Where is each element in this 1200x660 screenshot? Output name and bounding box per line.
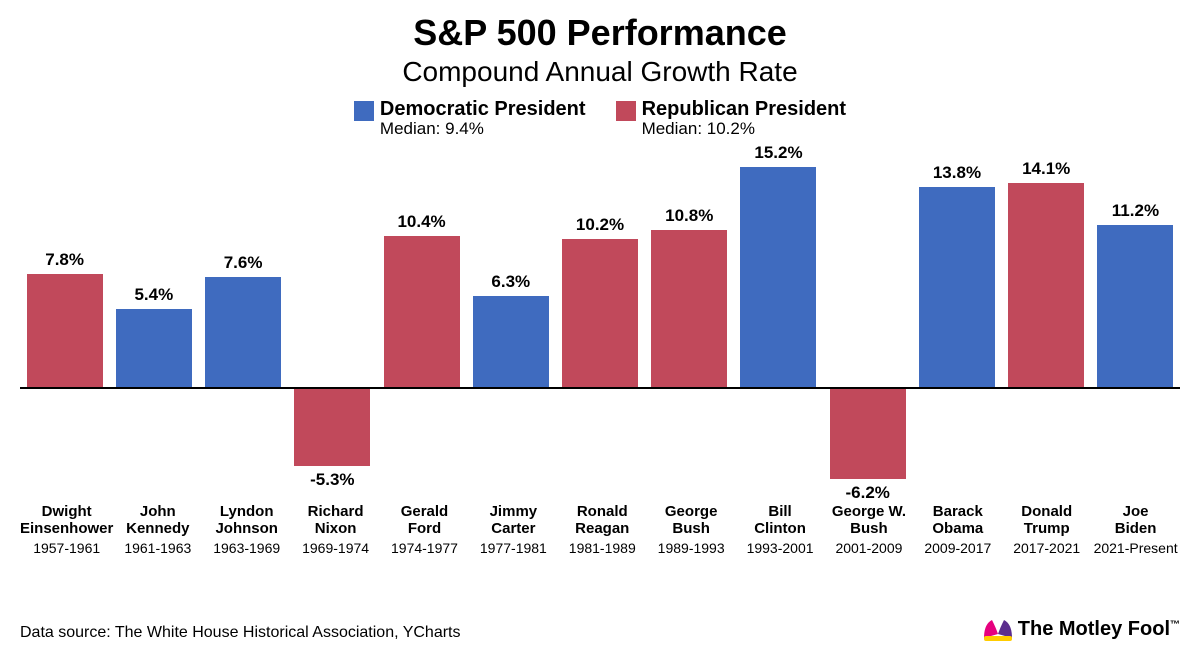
bar xyxy=(384,236,460,387)
bar-column: 10.8% xyxy=(645,157,734,497)
bar-value-label: 7.6% xyxy=(224,253,263,273)
bar-value-label: 11.2% xyxy=(1112,201,1159,221)
legend-republican-median: Median: 10.2% xyxy=(642,119,847,139)
president-years: 2017-2021 xyxy=(1002,540,1091,556)
bar-value-label: 5.4% xyxy=(134,285,173,305)
president-name: RichardNixon xyxy=(291,503,380,538)
president-years: 1981-1989 xyxy=(558,540,647,556)
data-source-text: Data source: The White House Historical … xyxy=(20,624,461,642)
president-name: JoeBiden xyxy=(1091,503,1180,538)
president-name: George W.Bush xyxy=(824,503,913,538)
president-name: DwightEinsenhower xyxy=(20,503,113,538)
title-block: S&P 500 Performance Compound Annual Grow… xyxy=(0,0,1200,88)
bar-column: 10.2% xyxy=(555,157,644,497)
x-axis-label: RichardNixon 1969-1974 xyxy=(291,503,380,556)
bar xyxy=(562,239,638,387)
x-axis-label: JimmyCarter 1977-1981 xyxy=(469,503,558,556)
plot-area: 7.8% 5.4% 7.6% -5.3% 10.4% 6.3% 10.2% 10.8% 15.2… xyxy=(20,157,1180,497)
motley-fool-logo: The Motley Fool™ xyxy=(982,616,1180,642)
president-years: 1969-1974 xyxy=(291,540,380,556)
president-name: GeorgeBush xyxy=(647,503,736,538)
bar-column: 15.2% xyxy=(734,157,823,497)
president-years: 1989-1993 xyxy=(647,540,736,556)
bar-value-label: 15.2% xyxy=(754,143,802,163)
bar-value-label: 7.8% xyxy=(45,250,84,270)
president-years: 2021-Present xyxy=(1091,540,1180,556)
x-axis-labels: DwightEinsenhower1957-1961JohnKennedy196… xyxy=(20,503,1180,556)
chart-title: S&P 500 Performance xyxy=(0,12,1200,54)
x-axis-label: DonaldTrump 2017-2021 xyxy=(1002,503,1091,556)
legend-republican-label: Republican President xyxy=(642,98,847,121)
bar-column: 10.4% xyxy=(377,157,466,497)
president-name: GeraldFord xyxy=(380,503,469,538)
president-years: 1963-1969 xyxy=(202,540,291,556)
bar-column: 6.3% xyxy=(466,157,555,497)
legend-democratic-median: Median: 9.4% xyxy=(380,119,586,139)
bar-column: -6.2% xyxy=(823,157,912,497)
bar-column: 11.2% xyxy=(1091,157,1180,497)
bar xyxy=(116,309,192,387)
president-years: 1957-1961 xyxy=(20,540,113,556)
president-years: 2001-2009 xyxy=(824,540,913,556)
bar-value-label: 6.3% xyxy=(491,272,530,292)
bar-column: -5.3% xyxy=(288,157,377,497)
x-axis-label: George W.Bush 2001-2009 xyxy=(824,503,913,556)
logo-text: The Motley Fool™ xyxy=(1018,618,1180,641)
bar-value-label: 10.8% xyxy=(665,206,713,226)
president-years: 1993-2001 xyxy=(736,540,825,556)
x-axis-label: GeraldFord 1974-1977 xyxy=(380,503,469,556)
bar xyxy=(740,167,816,387)
bar xyxy=(830,389,906,479)
footer: Data source: The White House Historical … xyxy=(20,616,1180,642)
president-name: JohnKennedy xyxy=(113,503,202,538)
president-years: 1977-1981 xyxy=(469,540,558,556)
jester-hat-icon xyxy=(982,616,1014,642)
bar-value-label: -5.3% xyxy=(310,470,354,490)
bar xyxy=(473,296,549,387)
president-name: LyndonJohnson xyxy=(202,503,291,538)
bar-column: 5.4% xyxy=(109,157,198,497)
legend-democratic-label: Democratic President xyxy=(380,98,586,121)
bar-column: 7.8% xyxy=(20,157,109,497)
x-axis-label: BillClinton 1993-2001 xyxy=(736,503,825,556)
bar xyxy=(1097,225,1173,387)
president-years: 1974-1977 xyxy=(380,540,469,556)
president-name: DonaldTrump xyxy=(1002,503,1091,538)
x-axis-label: JoeBiden 2021-Present xyxy=(1091,503,1180,556)
chart: 7.8% 5.4% 7.6% -5.3% 10.4% 6.3% 10.2% 10.8% 15.2… xyxy=(20,157,1180,556)
bar xyxy=(651,230,727,387)
legend-republican: Republican President Median: 10.2% xyxy=(616,98,847,139)
swatch-democratic xyxy=(354,101,374,121)
bar xyxy=(27,274,103,387)
bar-value-label: -6.2% xyxy=(846,483,890,503)
bar-value-label: 14.1% xyxy=(1022,159,1070,179)
x-axis-label: RonaldReagan 1981-1989 xyxy=(558,503,647,556)
bar xyxy=(205,277,281,387)
x-axis-label: DwightEinsenhower 1957-1961 xyxy=(20,503,113,556)
president-name: BarackObama xyxy=(913,503,1002,538)
x-axis-label: JohnKennedy 1961-1963 xyxy=(113,503,202,556)
president-years: 1961-1963 xyxy=(113,540,202,556)
bar xyxy=(294,389,370,466)
legend-democratic: Democratic President Median: 9.4% xyxy=(354,98,586,139)
bar-value-label: 10.2% xyxy=(576,215,624,235)
bar-column: 7.6% xyxy=(198,157,287,497)
bar-column: 14.1% xyxy=(1002,157,1091,497)
president-name: RonaldReagan xyxy=(558,503,647,538)
president-name: JimmyCarter xyxy=(469,503,558,538)
bar-value-label: 10.4% xyxy=(397,212,445,232)
president-name: BillClinton xyxy=(736,503,825,538)
legend: Democratic President Median: 9.4% Republ… xyxy=(0,98,1200,139)
bar xyxy=(1008,183,1084,387)
bar-column: 13.8% xyxy=(912,157,1001,497)
chart-subtitle: Compound Annual Growth Rate xyxy=(0,56,1200,88)
president-years: 2009-2017 xyxy=(913,540,1002,556)
bar xyxy=(919,187,995,387)
x-axis-label: LyndonJohnson 1963-1969 xyxy=(202,503,291,556)
bar-value-label: 13.8% xyxy=(933,163,981,183)
bars-container: 7.8% 5.4% 7.6% -5.3% 10.4% 6.3% 10.2% 10.8% 15.2… xyxy=(20,157,1180,497)
swatch-republican xyxy=(616,101,636,121)
x-axis-label: BarackObama 2009-2017 xyxy=(913,503,1002,556)
x-axis-label: GeorgeBush 1989-1993 xyxy=(647,503,736,556)
